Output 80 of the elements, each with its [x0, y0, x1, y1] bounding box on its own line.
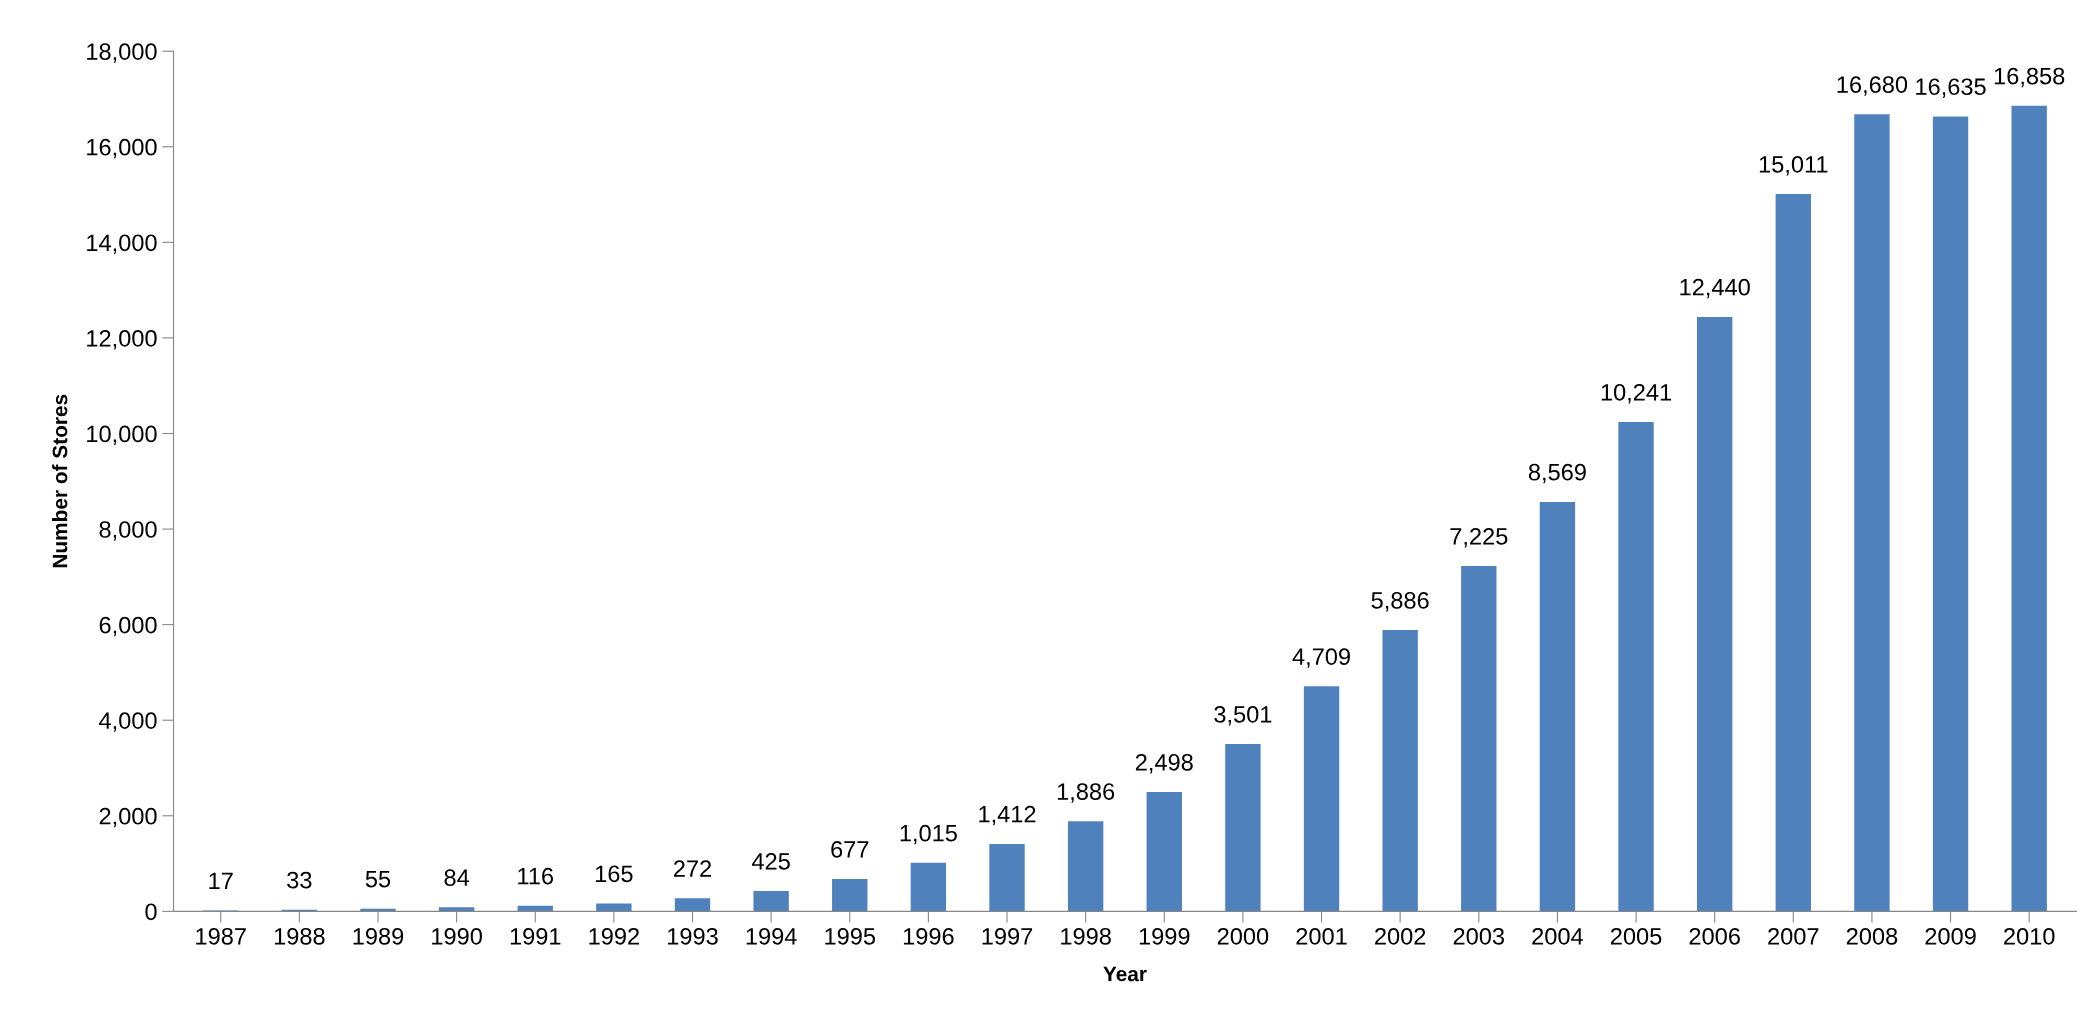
x-tick-label: 2005 [1610, 927, 1662, 945]
bar [438, 907, 475, 912]
data-label: 425 [751, 853, 790, 870]
y-tick-label: 16,000 [87, 138, 157, 159]
x-tick-label: 1995 [825, 927, 876, 945]
data-label: 5,886 [1371, 592, 1429, 612]
x-axis-title: Year [1103, 966, 1147, 982]
data-label: 8,569 [1528, 463, 1586, 484]
x-tick-label: 1999 [1139, 927, 1190, 945]
x-tick-label: 2003 [1453, 927, 1505, 945]
data-label: 16,680 [1837, 76, 1908, 96]
y-axis-title: Number of Stores [52, 394, 68, 568]
data-label: 1,412 [979, 805, 1036, 826]
data-label: 4,709 [1292, 648, 1350, 668]
data-label: 3,501 [1214, 706, 1272, 726]
bar [1461, 566, 1497, 912]
y-tick-label: 0 [145, 903, 157, 921]
data-label: 2,498 [1135, 753, 1193, 774]
y-tick-label: 2,000 [99, 807, 157, 828]
x-tick-label: 1988 [274, 927, 325, 945]
data-label: 10,241 [1601, 383, 1671, 404]
bar [674, 898, 711, 912]
data-label: 17 [209, 872, 233, 889]
data-label: 16,635 [1916, 78, 1986, 98]
x-tick-label: 2007 [1768, 927, 1819, 945]
bar [1225, 744, 1261, 912]
y-tick-label: 14,000 [87, 234, 157, 254]
x-tick-label: 1993 [668, 927, 718, 945]
x-tick-label: 1997 [982, 927, 1033, 945]
y-tick-label: 6,000 [99, 616, 157, 637]
bar [1382, 630, 1418, 912]
y-tick-label: 8,000 [99, 521, 157, 541]
y-tick-label: 18,000 [87, 43, 157, 63]
bar [1932, 116, 1969, 912]
data-label: 7,225 [1450, 528, 1508, 548]
data-label: 165 [595, 865, 633, 883]
bar [1696, 316, 1733, 912]
bar [1854, 114, 1890, 912]
bar [989, 843, 1025, 912]
x-tick-label: 2009 [1925, 927, 1976, 945]
y-tick-label: 12,000 [87, 329, 157, 350]
data-label: 116 [518, 867, 554, 885]
data-label: 84 [444, 869, 470, 887]
bar [1775, 194, 1811, 912]
x-tick-label: 1991 [510, 927, 561, 945]
x-tick-label: 2002 [1375, 927, 1426, 945]
x-tick-label: 1998 [1061, 927, 1111, 945]
bar [1618, 421, 1654, 912]
data-label: 16,858 [1994, 67, 2065, 88]
data-label: 12,440 [1680, 278, 1750, 299]
x-tick-label: 2004 [1532, 927, 1583, 945]
x-tick-label: 1987 [196, 927, 246, 945]
bar [910, 862, 947, 912]
bar [1303, 686, 1340, 912]
bar [1539, 501, 1576, 912]
x-tick-label: 1996 [903, 927, 954, 945]
bar [1067, 821, 1104, 912]
x-tick-label: 2008 [1846, 927, 1898, 945]
x-tick-label: 1989 [353, 927, 404, 945]
data-label: 1,886 [1057, 783, 1115, 803]
x-tick-label: 1994 [746, 927, 797, 945]
x-tick-label: 2000 [1217, 927, 1269, 945]
x-tick-label: 2001 [1296, 927, 1347, 945]
bar [2011, 105, 2047, 912]
bar [596, 903, 632, 912]
x-tick-label: 2006 [1689, 927, 1740, 945]
data-label: 33 [287, 871, 312, 889]
y-tick-label: 10,000 [87, 425, 157, 446]
data-label: 677 [831, 840, 869, 858]
x-tick-label: 2010 [2004, 927, 2055, 945]
data-label: 15,011 [1759, 155, 1828, 176]
data-label: 1,015 [900, 824, 957, 845]
x-tick-label: 1992 [589, 927, 639, 945]
data-label: 272 [673, 860, 712, 877]
y-tick-label: 4,000 [99, 712, 157, 732]
x-tick-label: 1990 [432, 927, 482, 945]
data-label: 55 [365, 870, 391, 888]
bar [753, 891, 789, 912]
bar [1146, 791, 1182, 912]
bar [832, 879, 868, 912]
